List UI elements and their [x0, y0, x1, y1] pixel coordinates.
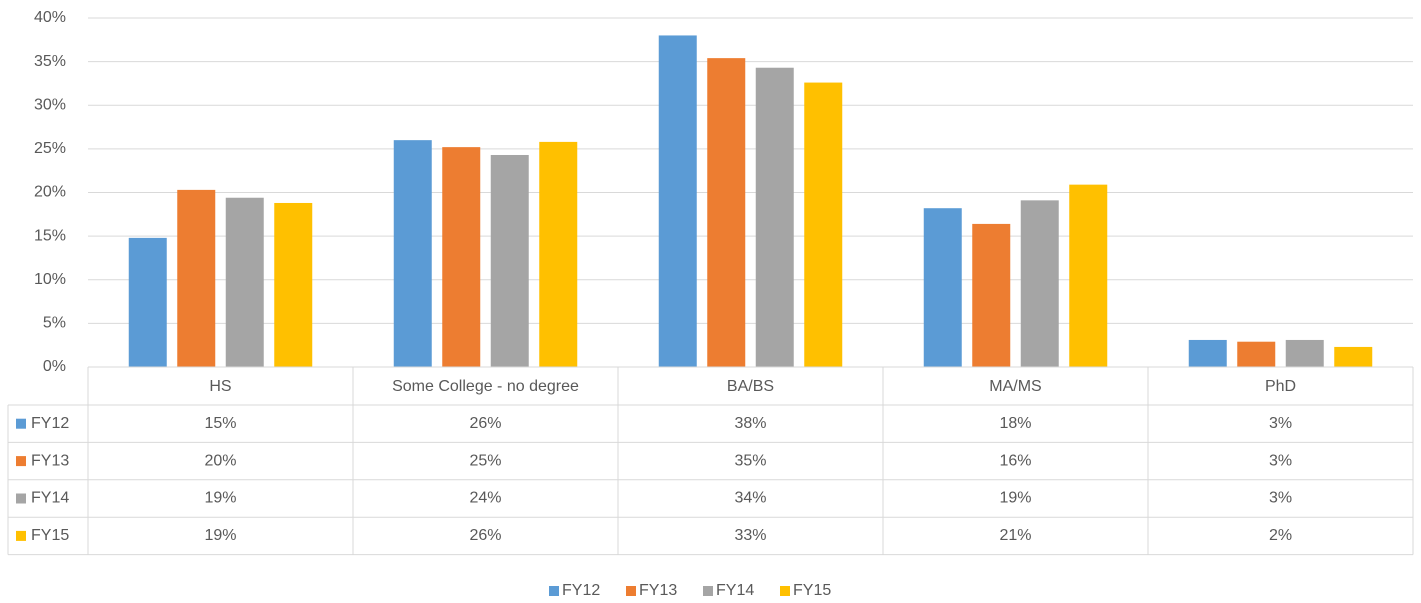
x-tick-label: Some College - no degree: [392, 378, 579, 395]
table-legend-key: [16, 493, 26, 504]
bar: [923, 208, 962, 367]
data-label: 38%: [734, 415, 766, 432]
bar: [1069, 184, 1108, 367]
bar: [490, 154, 529, 367]
data-label: 3%: [1269, 415, 1292, 432]
data-label: 26%: [469, 527, 501, 544]
data-label: 19%: [204, 490, 236, 507]
bar: [972, 223, 1011, 367]
legend-label: FY15: [793, 582, 831, 599]
legend-label: FY13: [639, 582, 677, 599]
bar: [1285, 339, 1324, 367]
table-row-label: FY13: [31, 452, 69, 469]
table-legend-key: [16, 456, 26, 467]
y-tick-label: 40%: [34, 9, 66, 26]
table-row-label: FY15: [31, 527, 69, 544]
data-label: 34%: [734, 490, 766, 507]
data-label: 3%: [1269, 490, 1292, 507]
data-label: 26%: [469, 415, 501, 432]
data-label: 3%: [1269, 452, 1292, 469]
legend-key: [549, 586, 559, 596]
data-label: 2%: [1269, 527, 1292, 544]
y-tick-label: 30%: [34, 96, 66, 113]
legend-key: [703, 586, 713, 596]
bar: [1334, 346, 1373, 367]
table-legend-key: [16, 530, 26, 541]
legend-label: FY14: [716, 582, 754, 599]
y-tick-label: 10%: [34, 271, 66, 288]
data-label: 19%: [999, 490, 1031, 507]
data-label: 35%: [734, 452, 766, 469]
data-label: 18%: [999, 415, 1031, 432]
data-label: 20%: [204, 452, 236, 469]
data-label: 21%: [999, 527, 1031, 544]
bar: [1020, 200, 1059, 367]
bar: [274, 202, 313, 367]
data-label: 15%: [204, 415, 236, 432]
bar: [707, 58, 746, 367]
data-label: 25%: [469, 452, 501, 469]
y-tick-label: 5%: [43, 315, 66, 332]
bar: [1188, 339, 1227, 367]
x-tick-label: BA/BS: [727, 378, 774, 395]
x-tick-label: MA/MS: [989, 378, 1041, 395]
bar: [442, 147, 481, 367]
legend-key: [780, 586, 790, 596]
data-label: 24%: [469, 490, 501, 507]
data-label: 19%: [204, 527, 236, 544]
bar: [128, 237, 167, 367]
bar: [177, 189, 216, 367]
y-tick-label: 15%: [34, 227, 66, 244]
y-tick-label: 35%: [34, 53, 66, 70]
y-tick-label: 0%: [43, 358, 66, 375]
bar: [225, 197, 264, 367]
table-legend-key: [16, 418, 26, 429]
legend-key: [626, 586, 636, 596]
y-tick-label: 25%: [34, 140, 66, 157]
bar: [804, 82, 843, 367]
legend-label: FY12: [562, 582, 600, 599]
x-tick-label: HS: [209, 378, 231, 395]
data-label: 16%: [999, 452, 1031, 469]
bar: [658, 35, 697, 367]
bar: [1237, 341, 1276, 367]
y-tick-label: 20%: [34, 184, 66, 201]
table-row-label: FY14: [31, 490, 69, 507]
bar: [539, 141, 578, 367]
table-row-label: FY12: [31, 415, 69, 432]
bar: [755, 67, 794, 368]
bar: [393, 140, 432, 367]
data-label: 33%: [734, 527, 766, 544]
x-tick-label: PhD: [1265, 378, 1296, 395]
